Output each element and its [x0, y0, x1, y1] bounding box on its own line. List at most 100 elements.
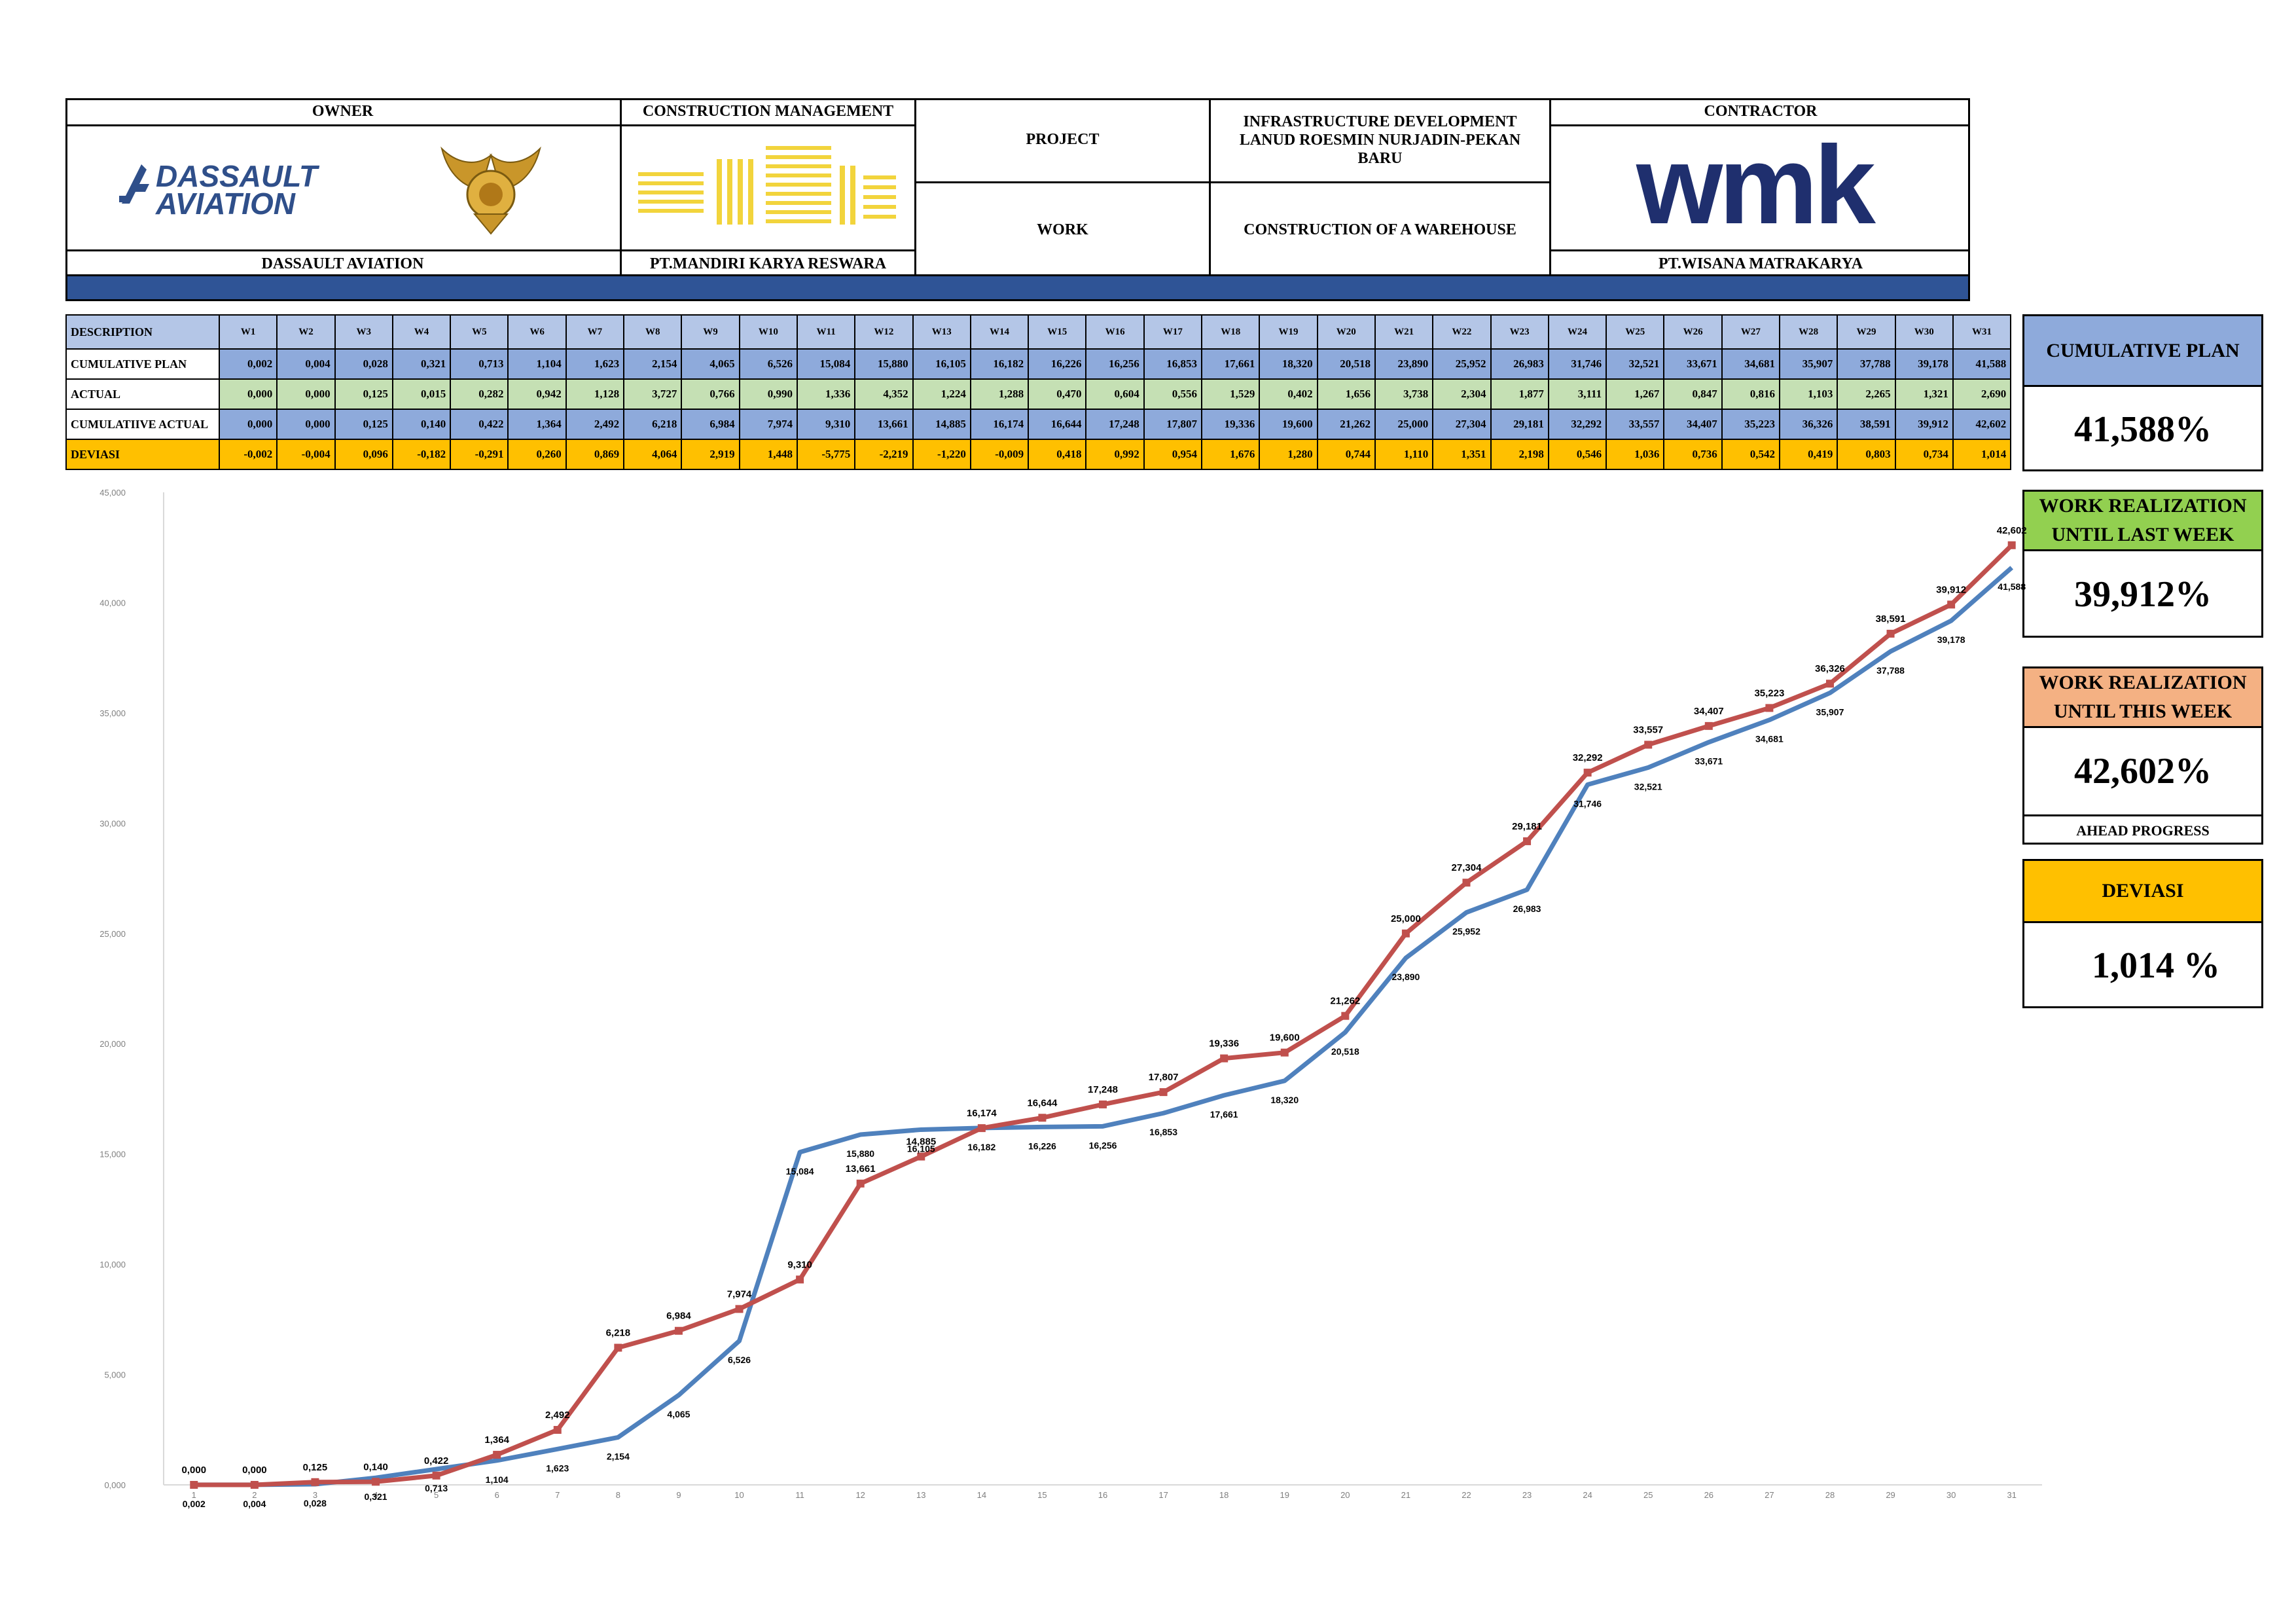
y-tick-label: 40,000 [99, 598, 126, 608]
data-label: 16,256 [1089, 1140, 1117, 1150]
series-2-marker [1280, 1048, 1289, 1057]
table-cell: 23,890 [1374, 348, 1434, 380]
table-cell: 26,983 [1490, 348, 1549, 380]
data-label: 0,125 [303, 1462, 328, 1473]
data-label: 39,912 [1936, 584, 1966, 595]
table-cell: 39,912 [1894, 409, 1954, 440]
table-cell: 1,110 [1374, 439, 1434, 470]
data-label: 0,000 [182, 1465, 207, 1476]
series-2-marker [614, 1343, 622, 1352]
table-cell: 6,218 [623, 409, 683, 440]
data-label: 0,002 [183, 1499, 206, 1509]
table-cell: 16,105 [912, 348, 971, 380]
table-cell: 36,326 [1779, 409, 1839, 440]
series-2-marker [674, 1326, 683, 1335]
table-cell: 37,788 [1837, 348, 1896, 380]
this-week-label-2: UNTIL THIS WEEK [2053, 701, 2233, 722]
last-week-label: WORK REALIZATION UNTIL LAST WEEK [2024, 492, 2261, 551]
table-cell: 1,104 [507, 348, 567, 380]
data-label: 25,952 [1452, 926, 1480, 937]
row-label: CUMULATIVE PLAN [65, 348, 220, 380]
table-cell: 15,084 [796, 348, 856, 380]
table-cell: 35,223 [1721, 409, 1781, 440]
data-label: 2,154 [607, 1451, 630, 1461]
series-2-marker [1947, 600, 1956, 609]
week-header: W18 [1201, 314, 1261, 350]
table-cell: 16,853 [1143, 348, 1203, 380]
last-week-box: WORK REALIZATION UNTIL LAST WEEK 39,912% [2022, 490, 2263, 638]
week-header: W13 [912, 314, 971, 350]
x-tick-label: 30 [1946, 1490, 1956, 1500]
table-cell: 17,248 [1085, 409, 1145, 440]
table-cell: 34,681 [1721, 348, 1781, 380]
data-label: 26,983 [1513, 903, 1541, 914]
series-line-2 [194, 543, 2014, 1487]
data-label: 16,105 [907, 1143, 935, 1154]
series-2-marker [796, 1275, 804, 1284]
this-week-box: WORK REALIZATION UNTIL THIS WEEK 42,602%… [2022, 666, 2263, 845]
week-header: W2 [276, 314, 336, 350]
data-label: 32,292 [1573, 752, 1603, 763]
table-cell: 0,869 [565, 439, 625, 470]
data-label: 18,320 [1270, 1095, 1299, 1105]
x-tick-label: 5 [434, 1490, 439, 1500]
y-tick-label: 30,000 [99, 818, 126, 828]
description-header: DESCRIPTION [65, 314, 220, 350]
row-label: DEVIASI [65, 439, 220, 470]
table-cell: 38,591 [1837, 409, 1896, 440]
table-cell: 4,064 [623, 439, 683, 470]
data-label: 35,223 [1754, 687, 1784, 699]
row-label: ACTUAL [65, 378, 220, 410]
data-label: 15,880 [846, 1148, 874, 1159]
table-cell: 0,015 [391, 378, 452, 410]
data-label: 6,984 [666, 1311, 691, 1322]
table-cell: 1,280 [1259, 439, 1318, 470]
x-tick-label: 18 [1219, 1490, 1229, 1500]
table-cell: 2,154 [623, 348, 683, 380]
week-header: W28 [1779, 314, 1839, 350]
data-label: 38,591 [1876, 613, 1906, 625]
header-band [65, 276, 1970, 301]
table-cell: 0,847 [1663, 378, 1723, 410]
week-header: W6 [507, 314, 567, 350]
data-labels: 0,002 0,004 0,028 0,321 0,713 1,104 1,623 2,154… [182, 525, 2027, 1509]
data-label: 25,000 [1391, 913, 1421, 924]
deviasi-row: DEVIASI -0,002 -0,004 0,096 -0,182 -0,291 0,26… [65, 439, 2012, 470]
table-cell: 6,984 [681, 409, 740, 440]
x-tick-label: 14 [977, 1490, 986, 1500]
table-cell: 32,521 [1605, 348, 1665, 380]
week-header: W4 [391, 314, 452, 350]
table-cell: 1,321 [1894, 378, 1954, 410]
table-cell: 25,952 [1432, 348, 1492, 380]
week-header: W22 [1432, 314, 1492, 350]
table-cell: 7,974 [738, 409, 798, 440]
table-cell: 14,885 [912, 409, 971, 440]
data-label: 0,000 [242, 1465, 267, 1476]
table-cell: 39,178 [1894, 348, 1954, 380]
progress-status: AHEAD PROGRESS [2076, 822, 2210, 839]
table-cell: 0,419 [1779, 439, 1839, 470]
data-label: 17,248 [1088, 1084, 1118, 1095]
row-label: CUMULATIIVE ACTUAL [65, 409, 220, 440]
air-force-emblem-icon [440, 146, 541, 235]
project-value-cell: INFRASTRUCTURE DEVELOPMENT LANUD ROESMIN… [1211, 98, 1551, 183]
series-2-marker [1825, 680, 1834, 688]
table-cell: 0,096 [334, 439, 393, 470]
table-cell: 1,656 [1316, 378, 1376, 410]
table-cell: 2,198 [1490, 439, 1549, 470]
table-cell: 2,690 [1952, 378, 2012, 410]
table-cell: 3,111 [1547, 378, 1607, 410]
week-header: W23 [1490, 314, 1549, 350]
contractor-logo-area: wmk [1551, 126, 1970, 249]
data-label: 0,140 [363, 1461, 388, 1472]
week-header: W10 [738, 314, 798, 350]
x-tick-label: 29 [1886, 1490, 1895, 1500]
table-cell: 0,954 [1143, 439, 1203, 470]
table-cell: 0,028 [334, 348, 393, 380]
table-cell: 0,402 [1259, 378, 1318, 410]
week-header: W19 [1259, 314, 1318, 350]
x-tick-label: 16 [1098, 1490, 1107, 1500]
owner-section: OWNER DASSAULT AVIATION DASSAULT AVIATIO… [65, 98, 622, 276]
table-cell: 13,661 [854, 409, 914, 440]
dassault-wordmark-2: AVIATION [156, 187, 295, 221]
